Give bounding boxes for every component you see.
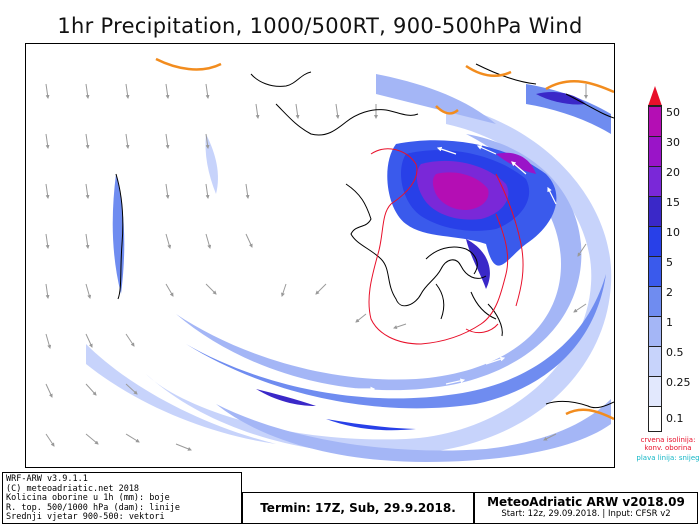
colorbar-label: 0.25 (666, 376, 691, 389)
colorbar-label: 5 (666, 256, 673, 269)
colorbar-label: 50 (666, 106, 680, 119)
colorbar-segment (648, 136, 662, 166)
wind-vectors-strong (356, 145, 557, 425)
info-box: WRF-ARW v3.9.1.1 (C) meteoadriatic.net 2… (2, 472, 242, 524)
precip-core (256, 92, 586, 431)
brand-box: MeteoAdriatic ARW v2018.09 Start: 12z, 2… (474, 492, 698, 524)
run-info: Start: 12z, 29.09.2018. | Input: CFSR v2 (501, 509, 671, 519)
colorbar-label: 2 (666, 286, 673, 299)
snow-legend-note: plava linija: snijeg (636, 454, 700, 462)
colorbar-label: 30 (666, 136, 680, 149)
colorbar-label: 1 (666, 316, 673, 329)
colorbar-segment (648, 256, 662, 286)
wind-vectors (45, 83, 588, 451)
info-line: (C) meteoadriatic.net 2018 (6, 483, 140, 494)
footer: WRF-ARW v3.9.1.1 (C) meteoadriatic.net 2… (0, 470, 700, 525)
colorbar-segment (648, 406, 662, 432)
colorbar-segment (648, 196, 662, 226)
convective-legend-note: crvena isolinija: konv. oborina (640, 436, 696, 452)
colorbar-segment (648, 376, 662, 406)
weather-map[interactable] (25, 43, 615, 468)
colorbar-label: 10 (666, 226, 680, 239)
info-line: Srednji vjetar 900-500: vektori (6, 512, 165, 522)
colorbar-segment (648, 346, 662, 376)
info-line: Kolicina oborine u 1h (mm): boje (6, 493, 170, 503)
precip-band-outer (86, 74, 612, 462)
map-title: 1hr Precipitation, 1000/500RT, 900-500hP… (57, 14, 583, 38)
colorbar-segment (648, 316, 662, 346)
colorbar (648, 86, 662, 432)
colorbar-label: 20 (666, 166, 680, 179)
info-line: R. top. 500/1000 hPa (dam): linije (6, 502, 180, 513)
colorbar-segment (648, 106, 662, 136)
info-line: WRF-ARW v3.9.1.1 (6, 474, 88, 484)
colorbar-overflow-arrow (648, 86, 662, 106)
colorbar-label: 0.5 (666, 346, 684, 359)
coastlines (115, 63, 614, 409)
valid-time: Termin: 17Z, Sub, 29.9.2018. (260, 501, 456, 515)
colorbar-label: 15 (666, 196, 680, 209)
map-canvas (45, 57, 614, 462)
valid-time-box: Termin: 17Z, Sub, 29.9.2018. (242, 492, 474, 524)
thickness-lines (155, 57, 614, 421)
colorbar-segment (648, 166, 662, 196)
colorbar-segment (648, 226, 662, 256)
colorbar-segment (648, 286, 662, 316)
convective-contours (368, 148, 524, 345)
colorbar-label: 0.1 (666, 412, 684, 425)
brand-title: MeteoAdriatic ARW v2018.09 (487, 495, 685, 509)
